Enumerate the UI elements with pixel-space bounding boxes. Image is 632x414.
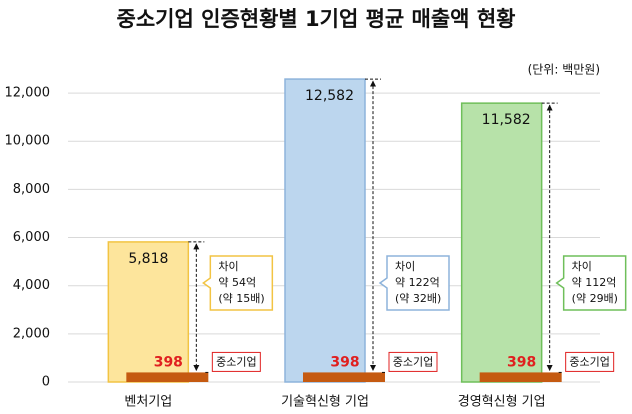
x-tick-label: 기술혁신형 기업 — [281, 395, 369, 410]
unit-label: (단위: 백만원) — [528, 63, 600, 77]
name-tag: 중소기업 — [216, 355, 256, 368]
callout-text: 차이 — [572, 260, 592, 273]
bar-value-label: 5,818 — [128, 251, 168, 267]
small-bar — [303, 372, 385, 382]
y-tick-label: 8,000 — [13, 182, 50, 197]
callout-text: 차이 — [218, 260, 238, 273]
y-tick-label: 10,000 — [5, 134, 51, 149]
name-tag-box — [211, 351, 261, 372]
x-tick-label: 경영혁신형 기업 — [458, 395, 546, 410]
y-tick-label: 4,000 — [13, 278, 50, 293]
bar-value-label: 11,582 — [482, 112, 531, 128]
y-tick-label: 0 — [42, 375, 50, 390]
callout-text: (약 15배) — [218, 291, 264, 305]
y-tick-label: 2,000 — [13, 326, 50, 341]
callout-text: 차이 — [395, 260, 415, 273]
x-tick-label: 벤처기업 — [124, 395, 172, 410]
callout-text: 약 122억 — [395, 275, 440, 289]
callout-text: 약 112억 — [572, 275, 617, 289]
callout-box — [202, 255, 274, 311]
small-bar-label: 398 — [507, 354, 536, 370]
chart-title: 중소기업 인증현황별 1기업 평균 매출액 현황 — [117, 7, 516, 31]
callout-text: (약 29배) — [572, 291, 618, 305]
name-tag: 중소기업 — [393, 355, 433, 368]
callout-text: (약 32배) — [395, 291, 441, 305]
small-bar-label: 398 — [330, 354, 359, 370]
small-bar-label: 398 — [154, 354, 183, 370]
callout-box — [555, 255, 627, 311]
bar-value-label: 12,582 — [305, 88, 354, 104]
y-tick-label: 12,000 — [5, 86, 51, 101]
y-tick-label: 6,000 — [13, 230, 50, 245]
small-bar — [126, 372, 209, 382]
bar — [284, 78, 366, 383]
callout-text: 약 54억 — [218, 275, 256, 289]
small-bar — [479, 372, 562, 382]
name-tag-box — [388, 351, 438, 372]
name-tag: 중소기업 — [569, 355, 609, 368]
callout-box — [378, 255, 450, 311]
name-tag-box — [565, 351, 615, 372]
bar — [460, 102, 543, 383]
